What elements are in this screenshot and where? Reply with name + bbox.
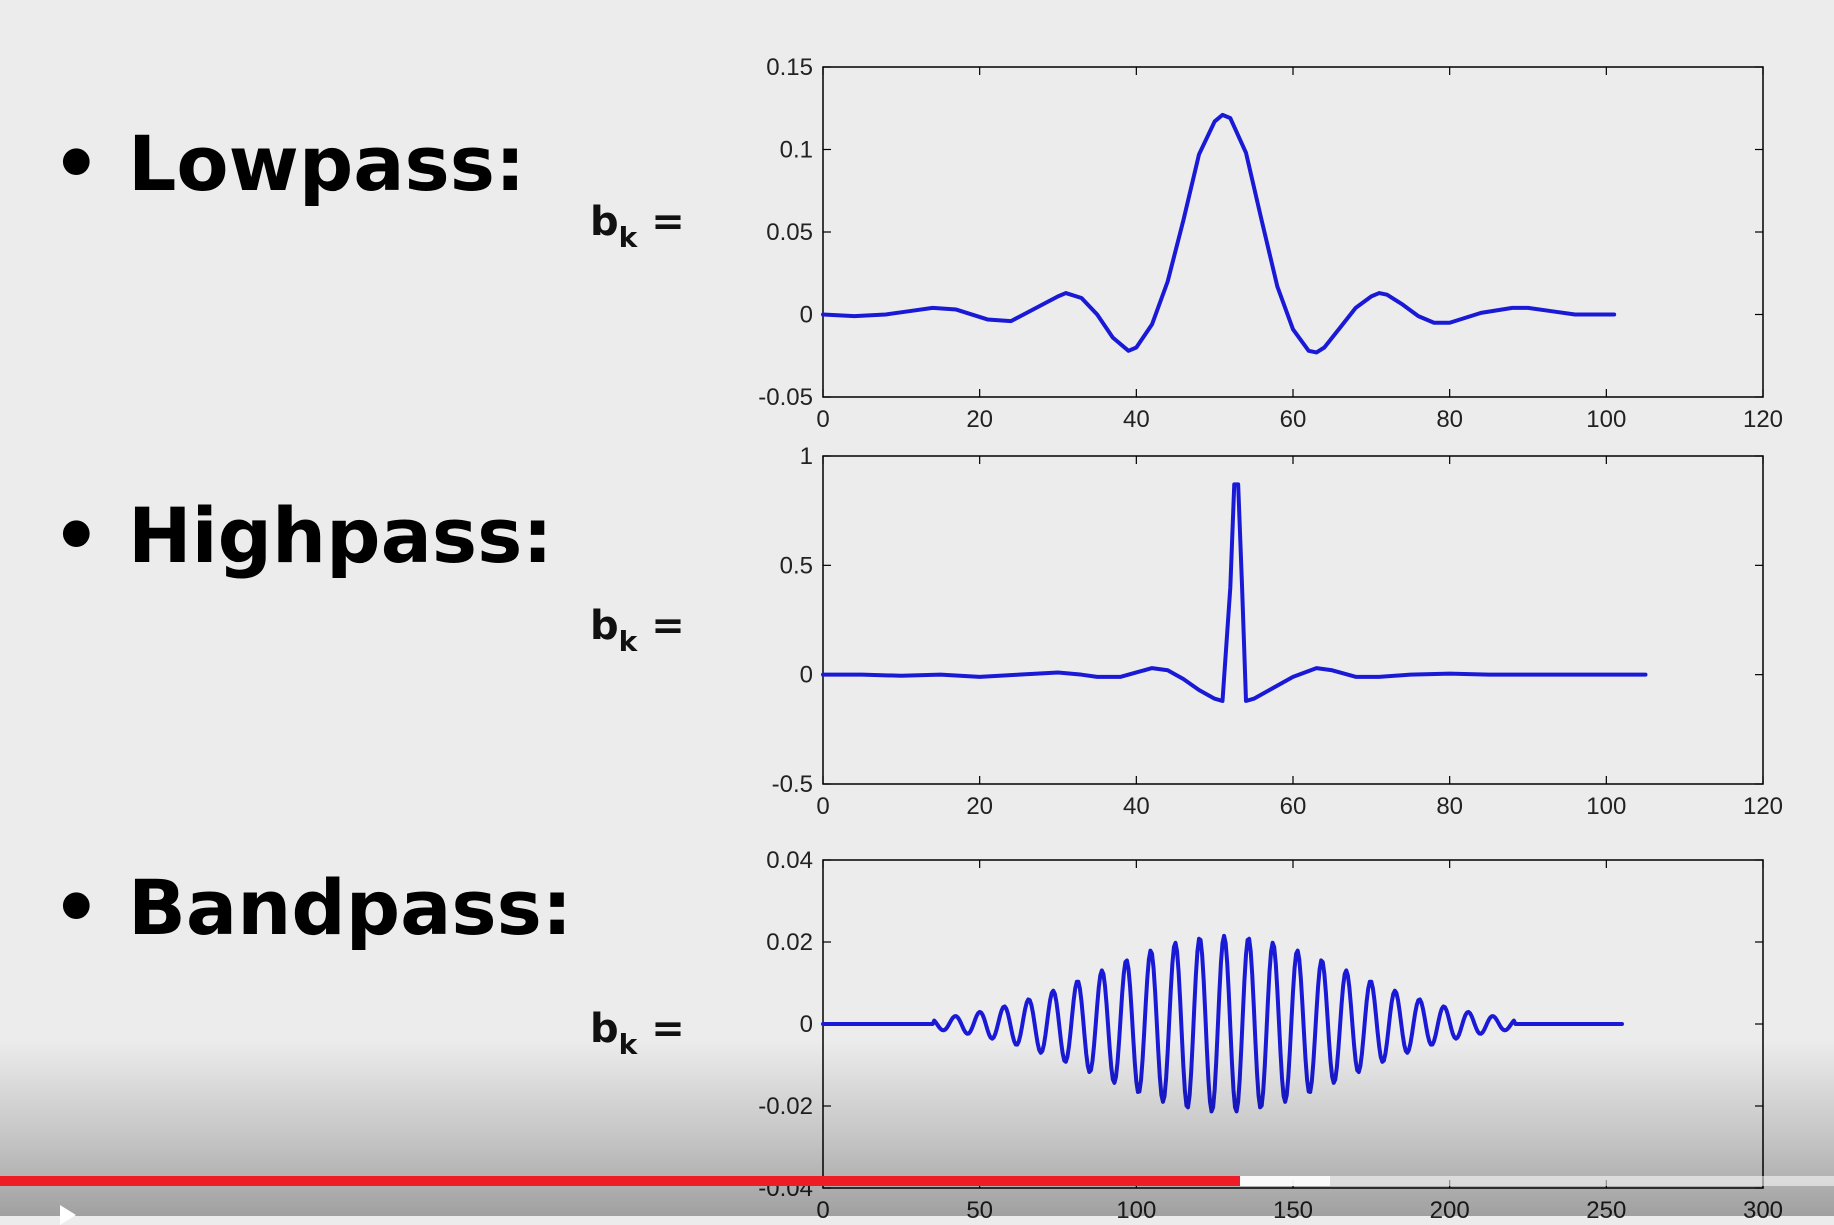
lowpass-axes-box [822,66,1764,398]
y-tick-label: 0 [800,302,813,329]
y-tick-label: 0.02 [766,929,813,956]
y-tick-label: -0.02 [758,1093,813,1120]
play-icon[interactable] [60,1205,76,1225]
x-tick-label: 100 [1586,793,1626,820]
bullet-icon: • [52,863,101,952]
bandpass-coefficient-label: bk = [590,1009,685,1059]
x-tick-label: 100 [1116,1197,1156,1224]
bandpass-heading: • Bandpass: [52,870,572,946]
highpass-axes-box [822,455,1764,785]
x-tick-label: 80 [1436,793,1463,820]
y-tick-label: 1 [800,443,813,470]
x-tick-label: 20 [966,793,993,820]
video-played-bar [0,1176,1240,1186]
x-tick-label: 20 [966,406,993,433]
lowpass-heading: • Lowpass: [52,126,525,202]
coef-subscript: k [618,625,638,658]
lowpass-coefficient-line [821,112,1617,355]
coef-base: b [590,603,619,649]
y-tick-label: 0.05 [766,219,813,246]
coef-base: b [590,1006,619,1052]
coef-equals: = [651,1006,685,1052]
x-tick-label: 50 [966,1197,993,1224]
x-tick-label: 300 [1743,1197,1783,1224]
x-tick-label: 40 [1123,406,1150,433]
x-tick-label: 120 [1743,406,1783,433]
x-tick-label: 40 [1123,793,1150,820]
bandpass-coefficient-line [821,933,1624,1114]
y-tick-label: -0.5 [772,771,813,798]
highpass-heading: • Highpass: [52,498,553,574]
bullet-icon: • [52,491,101,580]
y-tick-label: 0.1 [780,137,813,164]
highpass-coefficient-label: bk = [590,606,685,656]
coef-equals: = [651,199,685,245]
coef-subscript: k [618,1028,638,1061]
y-tick-label: 0.04 [766,847,813,874]
y-tick-label: -0.05 [758,384,813,411]
x-tick-label: 250 [1586,1197,1626,1224]
x-tick-label: 0 [816,793,829,820]
x-tick-label: 150 [1273,1197,1313,1224]
bandpass-heading-text: Bandpass: [128,863,573,952]
bullet-icon: • [52,119,101,208]
highpass-coefficient-line [821,482,1648,703]
lowpass-coefficient-label: bk = [590,202,685,252]
lowpass-heading-text: Lowpass: [128,119,526,208]
coef-base: b [590,199,619,245]
x-tick-label: 120 [1743,793,1783,820]
y-tick-label: 0.5 [780,552,813,579]
x-tick-label: 100 [1586,406,1626,433]
y-tick-label: 0 [800,662,813,689]
x-tick-label: 60 [1280,793,1307,820]
y-tick-label: 0.15 [766,54,813,81]
x-tick-label: 60 [1280,406,1307,433]
x-tick-label: 0 [816,406,829,433]
x-tick-label: 0 [816,1197,829,1224]
video-buffered-bar [1239,1176,1330,1186]
x-tick-label: 200 [1430,1197,1470,1224]
y-tick-label: 0 [800,1011,813,1038]
video-progress-bar[interactable] [0,1176,1834,1186]
coef-equals: = [651,603,685,649]
highpass-heading-text: Highpass: [128,491,553,580]
x-tick-label: 80 [1436,406,1463,433]
coef-subscript: k [618,221,638,254]
